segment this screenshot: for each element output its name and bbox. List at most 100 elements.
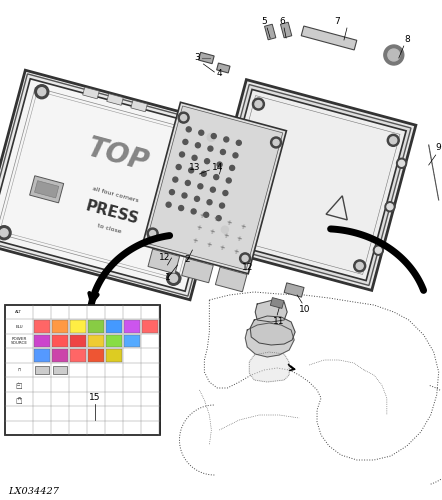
Polygon shape: [198, 52, 214, 64]
Circle shape: [179, 206, 183, 210]
Polygon shape: [52, 350, 68, 362]
Circle shape: [396, 158, 407, 168]
Polygon shape: [245, 323, 294, 357]
Text: +: +: [205, 241, 212, 248]
Polygon shape: [124, 320, 140, 333]
Circle shape: [356, 262, 363, 270]
Circle shape: [273, 140, 279, 145]
Text: 2: 2: [185, 256, 190, 264]
Text: 6: 6: [279, 18, 285, 26]
Polygon shape: [0, 79, 228, 291]
Circle shape: [199, 130, 204, 135]
Circle shape: [167, 272, 181, 285]
Text: +: +: [198, 212, 206, 220]
Text: +: +: [212, 216, 219, 223]
Circle shape: [217, 162, 222, 167]
Circle shape: [35, 84, 49, 98]
Circle shape: [179, 152, 184, 157]
Polygon shape: [34, 320, 50, 333]
Text: +: +: [191, 237, 199, 244]
Circle shape: [178, 112, 189, 123]
Polygon shape: [142, 102, 286, 274]
Text: +: +: [218, 244, 226, 252]
Circle shape: [271, 137, 282, 148]
Text: 7: 7: [334, 18, 340, 26]
Circle shape: [223, 190, 228, 196]
Text: 1: 1: [164, 274, 170, 282]
Polygon shape: [217, 63, 230, 73]
Polygon shape: [106, 335, 122, 347]
Text: 9: 9: [436, 144, 442, 152]
Circle shape: [204, 212, 209, 218]
Circle shape: [399, 160, 404, 166]
Circle shape: [384, 45, 404, 65]
Circle shape: [219, 224, 231, 235]
Polygon shape: [264, 24, 276, 40]
Circle shape: [387, 204, 393, 210]
Circle shape: [214, 174, 219, 180]
Text: 12: 12: [159, 254, 170, 262]
Circle shape: [224, 137, 229, 142]
Circle shape: [216, 216, 221, 220]
Circle shape: [195, 143, 200, 148]
Circle shape: [169, 190, 175, 194]
Circle shape: [201, 172, 206, 176]
Polygon shape: [215, 267, 247, 292]
Polygon shape: [106, 350, 122, 362]
Circle shape: [240, 253, 251, 264]
Circle shape: [387, 134, 399, 146]
Text: ⊓: ⊓: [17, 368, 21, 372]
Polygon shape: [52, 320, 68, 333]
Circle shape: [252, 98, 264, 110]
Circle shape: [194, 196, 199, 202]
Circle shape: [147, 228, 158, 239]
Polygon shape: [52, 335, 68, 347]
Polygon shape: [5, 305, 160, 435]
Text: TOP: TOP: [84, 134, 152, 176]
Circle shape: [192, 156, 197, 160]
Circle shape: [173, 177, 178, 182]
Polygon shape: [249, 352, 289, 382]
Circle shape: [385, 202, 395, 211]
Circle shape: [211, 134, 216, 138]
Circle shape: [255, 100, 262, 107]
Polygon shape: [34, 350, 50, 362]
Text: ELU: ELU: [15, 324, 23, 328]
Polygon shape: [284, 283, 304, 297]
Text: ALT: ALT: [15, 310, 23, 314]
Polygon shape: [35, 366, 49, 374]
Polygon shape: [250, 316, 295, 345]
Polygon shape: [88, 335, 104, 347]
Circle shape: [150, 230, 156, 236]
Text: all four corners: all four corners: [92, 186, 139, 204]
Text: 11: 11: [274, 318, 285, 326]
Polygon shape: [0, 70, 236, 300]
Text: 13: 13: [189, 164, 200, 172]
Circle shape: [388, 49, 400, 61]
Circle shape: [226, 178, 231, 183]
Text: □: □: [15, 384, 22, 390]
Circle shape: [354, 260, 366, 272]
Circle shape: [205, 158, 210, 164]
Polygon shape: [0, 74, 232, 296]
Circle shape: [208, 146, 213, 151]
Text: +: +: [208, 228, 216, 235]
Text: +: +: [239, 223, 246, 230]
Polygon shape: [88, 350, 104, 362]
Circle shape: [229, 166, 235, 170]
Circle shape: [182, 193, 187, 198]
Circle shape: [186, 127, 191, 132]
Polygon shape: [70, 350, 86, 362]
Polygon shape: [107, 94, 123, 106]
Circle shape: [207, 134, 215, 141]
Polygon shape: [281, 22, 292, 38]
Circle shape: [210, 187, 215, 192]
Polygon shape: [83, 87, 99, 99]
Polygon shape: [207, 84, 411, 285]
Text: 10: 10: [299, 306, 311, 314]
Circle shape: [221, 226, 229, 233]
Polygon shape: [141, 320, 157, 333]
Text: POWER
SOURCE: POWER SOURCE: [11, 337, 27, 345]
Text: +: +: [232, 248, 239, 256]
Circle shape: [38, 88, 46, 96]
